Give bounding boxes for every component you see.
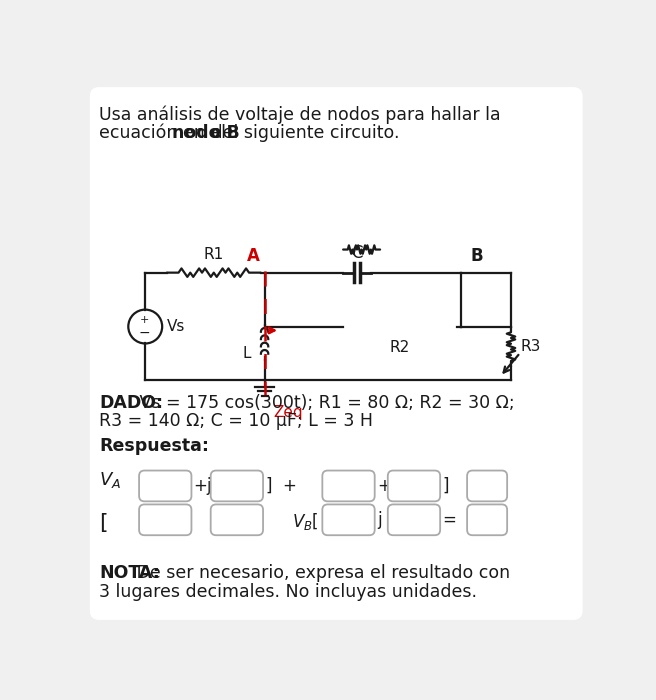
Text: +: + xyxy=(140,316,149,326)
Text: Vs = 175 cos(300t); R1 = 80 Ω; R2 = 30 Ω;: Vs = 175 cos(300t); R1 = 80 Ω; R2 = 30 Ω… xyxy=(134,393,515,412)
Text: R1: R1 xyxy=(203,247,224,262)
Text: 3 lugares decimales. No incluyas unidades.: 3 lugares decimales. No incluyas unidade… xyxy=(99,583,477,601)
Text: +: + xyxy=(377,477,391,495)
Text: [: [ xyxy=(99,513,108,533)
Text: C: C xyxy=(351,244,363,262)
FancyBboxPatch shape xyxy=(90,87,583,620)
Text: =: = xyxy=(442,511,457,528)
Text: NOTA:: NOTA: xyxy=(99,564,160,582)
Text: Respuesta:: Respuesta: xyxy=(99,437,209,455)
Text: $V_B$[: $V_B$[ xyxy=(291,511,318,532)
FancyBboxPatch shape xyxy=(211,470,263,501)
Text: L: L xyxy=(242,346,251,361)
Text: nodo B: nodo B xyxy=(172,124,239,142)
Text: R2: R2 xyxy=(390,340,410,356)
Text: A: A xyxy=(247,247,260,265)
Text: −: − xyxy=(138,326,150,340)
Text: +j: +j xyxy=(193,477,211,495)
FancyBboxPatch shape xyxy=(467,505,507,536)
Text: ]  +: ] + xyxy=(266,477,297,495)
FancyBboxPatch shape xyxy=(322,470,375,501)
Text: ecuación en el: ecuación en el xyxy=(99,124,232,142)
FancyBboxPatch shape xyxy=(388,470,440,501)
Text: ]: ] xyxy=(442,477,449,495)
Text: R3: R3 xyxy=(520,339,541,354)
Text: Vs: Vs xyxy=(167,319,185,334)
FancyBboxPatch shape xyxy=(139,470,192,501)
Text: $V_A$: $V_A$ xyxy=(99,470,121,490)
Text: Zeq: Zeq xyxy=(274,405,304,420)
FancyBboxPatch shape xyxy=(211,505,263,536)
Text: del siguiente circuito.: del siguiente circuito. xyxy=(207,124,400,142)
Text: De ser necesario, expresa el resultado con: De ser necesario, expresa el resultado c… xyxy=(131,564,510,582)
FancyBboxPatch shape xyxy=(467,470,507,501)
Text: Usa análisis de voltaje de nodos para hallar la: Usa análisis de voltaje de nodos para ha… xyxy=(99,106,501,124)
Text: B: B xyxy=(470,247,483,265)
FancyBboxPatch shape xyxy=(322,505,375,536)
FancyBboxPatch shape xyxy=(139,505,192,536)
FancyBboxPatch shape xyxy=(388,505,440,536)
Text: DADO:: DADO: xyxy=(99,393,163,412)
Text: j: j xyxy=(377,511,382,528)
Text: R3 = 140 Ω; C = 10 μF; L = 3 H: R3 = 140 Ω; C = 10 μF; L = 3 H xyxy=(99,412,373,430)
